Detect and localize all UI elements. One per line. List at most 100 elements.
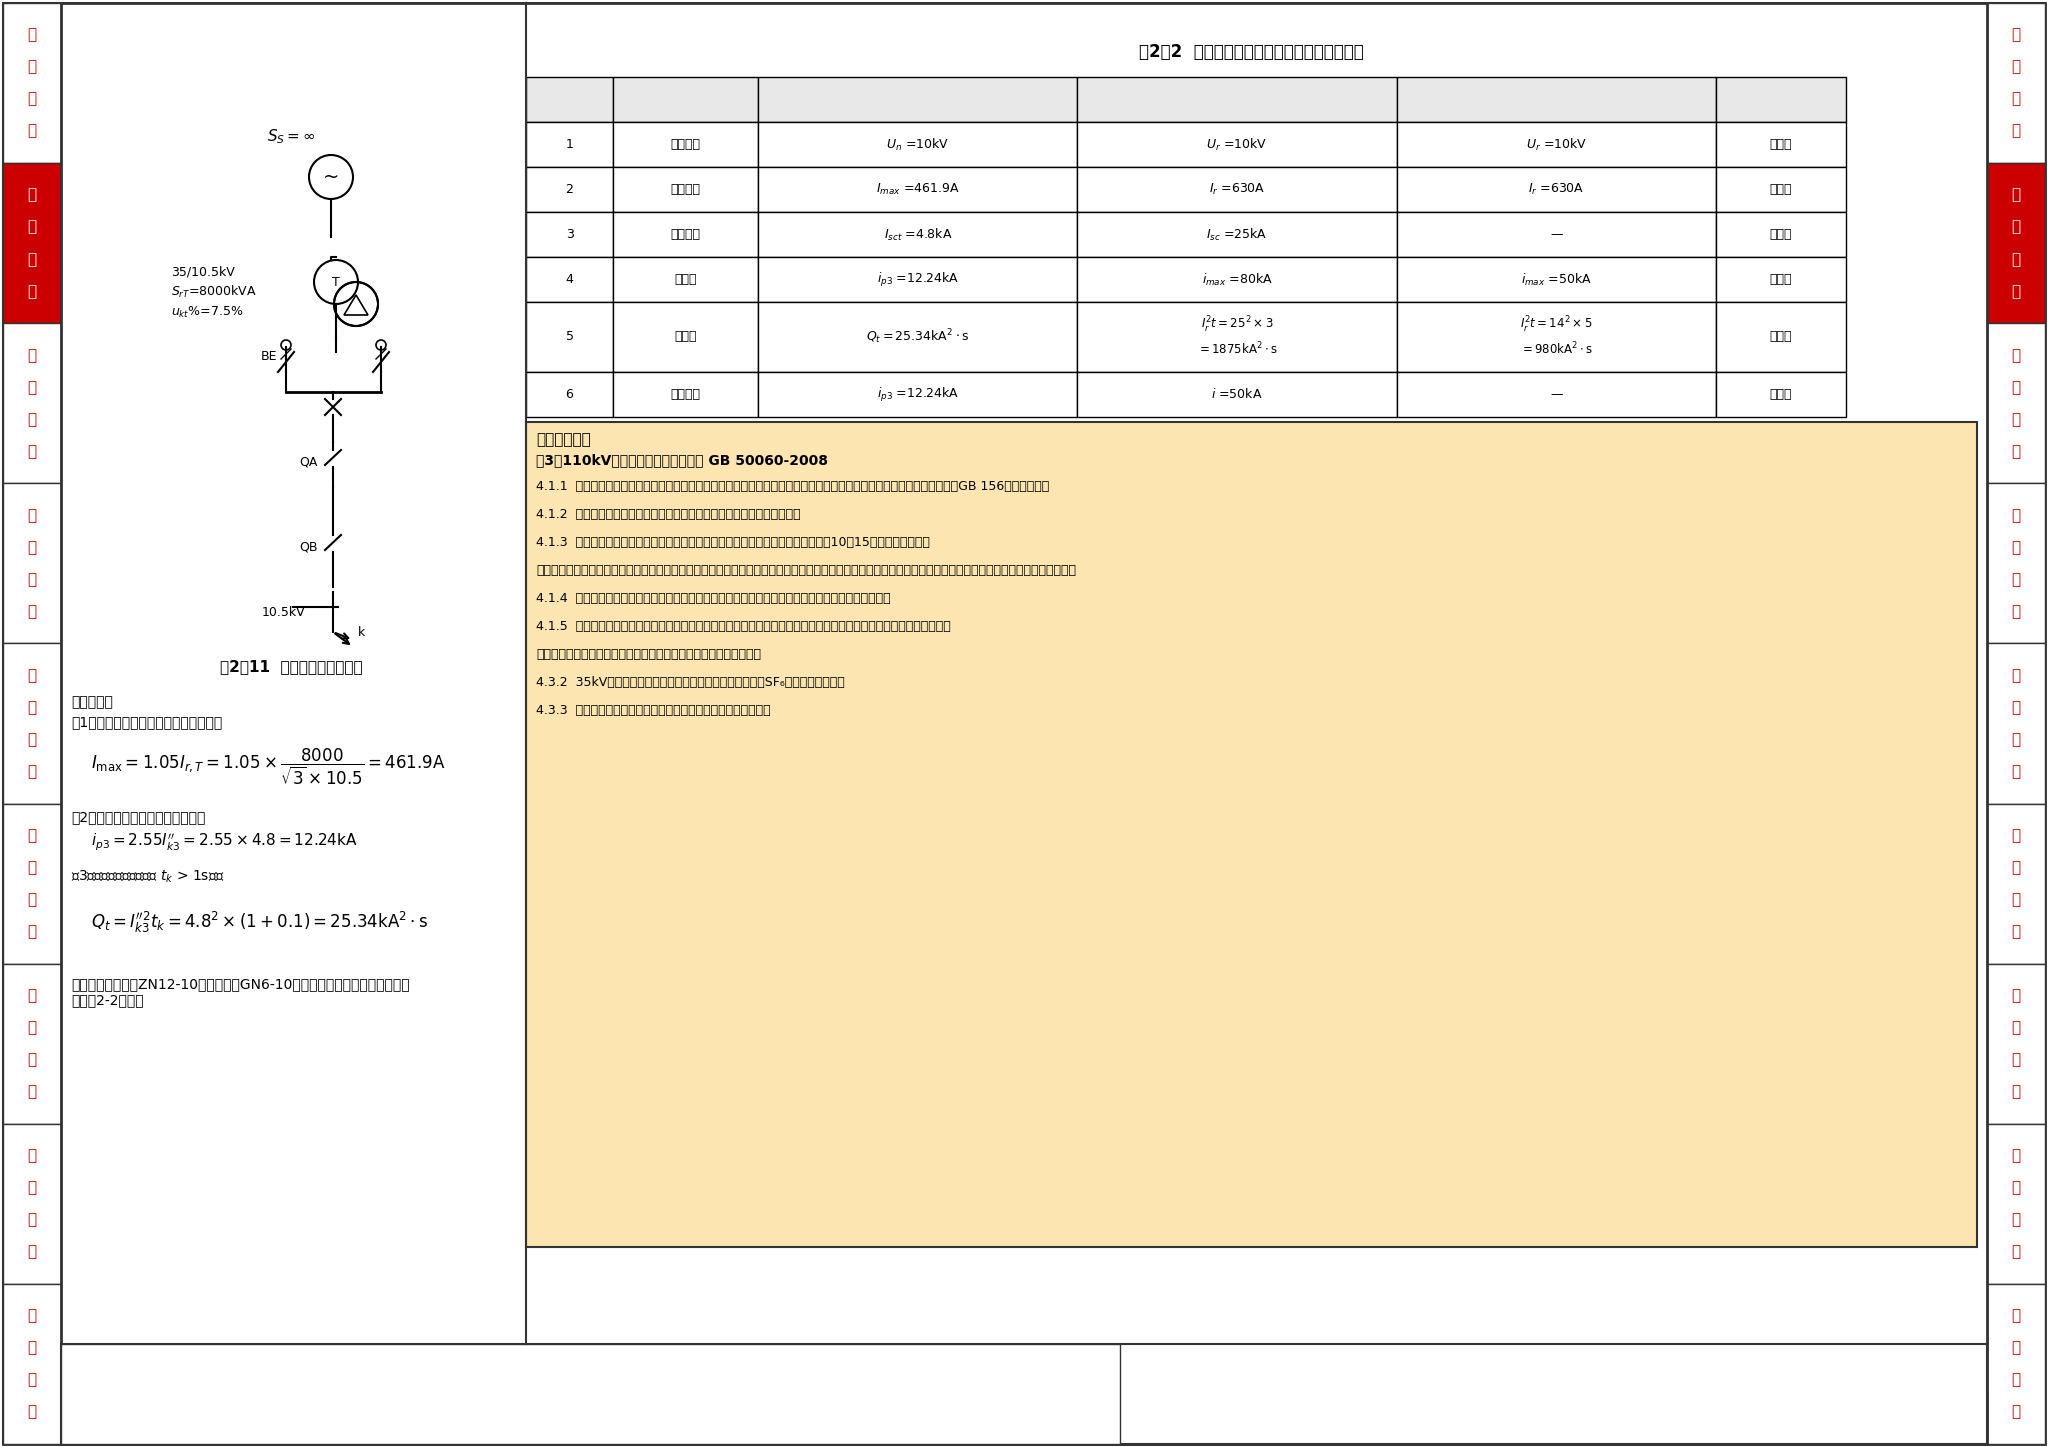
Text: T: T (332, 275, 340, 288)
Bar (2, 3, 61, 1444)
Text: 算: 算 (2011, 123, 2021, 139)
Text: $U_n$ =10kV: $U_n$ =10kV (887, 136, 950, 152)
Bar (612, 77, 758, 122)
Text: 序号: 序号 (561, 93, 578, 106)
Text: 算: 算 (2011, 284, 2021, 298)
Text: 荷: 荷 (2011, 59, 2021, 75)
Bar (612, 166, 758, 213)
Text: 线: 线 (27, 508, 37, 522)
Text: 短: 短 (27, 188, 37, 203)
Bar (1077, 77, 1397, 122)
Text: 关合电流: 关合电流 (670, 388, 700, 401)
Text: 汪兴理: 汪兴理 (1929, 1414, 1950, 1424)
Text: —: — (1550, 388, 1563, 401)
Text: $I_{sc}$ =25kA: $I_{sc}$ =25kA (1206, 226, 1268, 243)
Text: $i_{p3}$ =12.24kA: $i_{p3}$ =12.24kA (877, 385, 958, 404)
Text: 万力: 万力 (1257, 1414, 1272, 1424)
Bar (2, 164, 61, 323)
Bar (1120, 1393, 1217, 1444)
Text: 设: 设 (27, 732, 37, 747)
Text: 额定电流: 额定电流 (670, 182, 700, 195)
Bar (612, 122, 758, 166)
Text: 防: 防 (27, 988, 37, 1003)
Bar (612, 213, 758, 258)
Text: 计: 计 (2011, 252, 2021, 266)
Bar (758, 166, 1077, 213)
Text: $i_{p3}$ =12.24kA: $i_{p3}$ =12.24kA (877, 271, 958, 288)
Text: 选择项目: 选择项目 (670, 93, 700, 106)
Bar (526, 166, 612, 213)
Text: 均合格: 均合格 (1769, 137, 1792, 150)
Text: 额定电压: 额定电压 (670, 137, 700, 150)
Text: $=1875\mathrm{kA}^2 \cdot \mathrm{s}$: $=1875\mathrm{kA}^2 \cdot \mathrm{s}$ (1196, 340, 1278, 357)
Text: 示: 示 (2011, 1372, 2021, 1388)
Text: 3: 3 (565, 229, 573, 242)
Text: 设: 设 (2011, 732, 2021, 747)
Text: 安装地点技术数据: 安装地点技术数据 (887, 93, 948, 106)
Text: 4.3.2  35kV及以下电压等级的断路器，宜选用真空断路器或SF₆断路器。（后略）: 4.3.2 35kV及以下电压等级的断路器，宜选用真空断路器或SF₆断路器。（后… (537, 676, 844, 689)
Text: 路: 路 (2011, 220, 2021, 234)
Text: 路: 路 (27, 220, 37, 234)
Text: 确定短路电流时，应按可能发生最大短路电流的正常接线方式计算，可按三相短路验算，当单相或两相接地短路电流大于三相短路电流时，应按严重情况验算。: 确定短路电流时，应按可能发生最大短路电流的正常接线方式计算，可按三相短路验算，当… (537, 564, 1075, 577)
Bar (1077, 258, 1397, 302)
Bar (1554, 1344, 1663, 1393)
Text: 5: 5 (565, 330, 573, 343)
Bar (758, 77, 1077, 122)
Bar (526, 372, 612, 417)
Text: $S_S = \infty$: $S_S = \infty$ (266, 127, 315, 146)
Text: 均合格: 均合格 (1769, 330, 1792, 343)
Text: 计算过程：: 计算过程： (72, 695, 113, 709)
Text: 面: 面 (27, 603, 37, 619)
Text: 结论: 结论 (1774, 93, 1788, 106)
Bar (1987, 964, 2046, 1124)
Bar (2, 1283, 61, 1444)
Text: 缆: 缆 (2011, 540, 2021, 554)
Text: 计: 计 (27, 893, 37, 907)
Bar (758, 213, 1077, 258)
Bar (2, 644, 61, 803)
Text: 计: 计 (27, 1213, 37, 1227)
Text: 【相关规范】: 【相关规范】 (537, 433, 590, 447)
Text: 程: 程 (2011, 1340, 2021, 1356)
Text: 均合格: 均合格 (1769, 388, 1792, 401)
Text: 电: 电 (27, 1181, 37, 1195)
Bar (612, 372, 758, 417)
Text: 审核: 审核 (1161, 1414, 1176, 1424)
Text: 6: 6 (565, 388, 573, 401)
Bar (61, 1344, 1120, 1444)
Text: 校对: 校对 (1354, 1414, 1368, 1424)
Text: 例: 例 (27, 1405, 37, 1420)
Text: BE: BE (260, 350, 276, 363)
Text: QB: QB (299, 541, 317, 554)
Text: 4.1.1  选用电器的最高工作电压不得低于所在系统的系统最高运行电压值，电压值的选取应符合现行国家标准《标准电压》GB 156的有关规定。: 4.1.1 选用电器的最高工作电压不得低于所在系统的系统最高运行电压值，电压值的… (537, 480, 1049, 493)
Text: 1: 1 (565, 137, 573, 150)
Bar (2, 803, 61, 964)
Bar (1397, 122, 1716, 166)
Text: 用: 用 (2011, 700, 2021, 715)
Bar (1716, 372, 1847, 417)
Text: 计: 计 (2011, 1213, 2021, 1227)
Bar (1890, 1393, 1987, 1444)
Bar (1987, 803, 2046, 964)
Text: 算: 算 (27, 284, 37, 298)
Text: 计: 计 (2011, 893, 2021, 907)
Text: —: — (1550, 229, 1563, 242)
Bar (1987, 3, 2046, 1444)
Text: 4.1.5  采用熔断器保护的导体和电器可不验算热稳定；除采用具有限流作用的熔断器保护外，导体和电器应验算动稳定。: 4.1.5 采用熔断器保护的导体和电器可不验算热稳定；除采用具有限流作用的熔断器… (537, 619, 950, 632)
Bar (1987, 323, 2046, 483)
Text: 继: 继 (2011, 347, 2021, 363)
Text: 采用熔断器保护的电压互感器回路，可不验算动稳定和热稳定。: 采用熔断器保护的电压互感器回路，可不验算动稳定和热稳定。 (537, 648, 762, 661)
Text: 12SDX101-2: 12SDX101-2 (1397, 1362, 1493, 1376)
Text: 表2－2  断路器与隔离开关的选择、校验结果表: 表2－2 断路器与隔离开关的选择、校验结果表 (1139, 43, 1364, 61)
Text: $I_r$ =630A: $I_r$ =630A (1208, 182, 1266, 197)
Bar (1409, 1393, 1505, 1444)
Text: $=980\mathrm{kA}^2 \cdot \mathrm{s}$: $=980\mathrm{kA}^2 \cdot \mathrm{s}$ (1520, 340, 1593, 357)
Text: 护: 护 (27, 444, 37, 459)
Bar (1397, 302, 1716, 372)
Text: 算: 算 (27, 123, 37, 139)
Bar (1397, 213, 1716, 258)
Text: 4.1.2  选用导体的长期允许电流不得小于该回路的持续工作电流。（后略）: 4.1.2 选用导体的长期允许电流不得小于该回路的持续工作电流。（后略） (537, 508, 801, 521)
Text: 电: 电 (27, 379, 37, 395)
Text: 根据计算数据选择ZN12-10型断路器、GN6-10型隔离开关，其选择与校验的结
果如表2-2所示。: 根据计算数据选择ZN12-10型断路器、GN6-10型隔离开关，其选择与校验的结… (72, 977, 410, 1007)
Text: 保: 保 (27, 412, 37, 427)
